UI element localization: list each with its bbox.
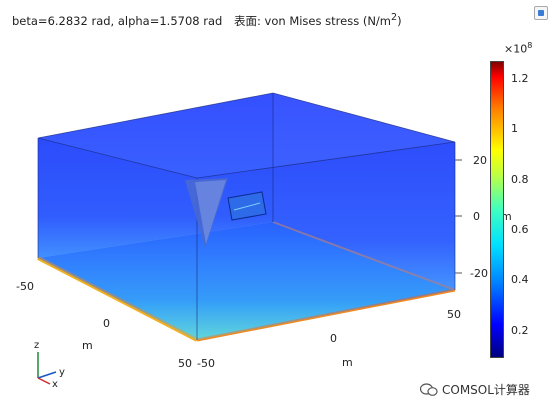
colorbar-tick-label: 1 [511, 122, 518, 136]
parameter-values: beta=6.2832 rad, alpha=1.5708 rad [12, 13, 223, 28]
y-axis: -50 0 50 m [197, 308, 461, 370]
cone-structure [185, 178, 228, 248]
front-left-wall [38, 138, 197, 340]
colorbar-tick-label: 0.4 [511, 273, 529, 287]
y-tick-label: 0 [330, 332, 337, 345]
colorbar-tick-label: 0.8 [511, 172, 529, 186]
colorbar-multiplier: ×108 [504, 41, 533, 56]
plot-quantity: 表面: von Mises stress (N/m2) [234, 12, 402, 28]
colorbar-tick-label: 0.6 [511, 222, 529, 236]
plot-title: beta=6.2832 rad, alpha=1.5708 rad 表面: vo… [12, 12, 402, 29]
x-tick-label: -50 [16, 280, 34, 293]
tunnel-axis [233, 202, 261, 211]
watermark-text: COMSOL计算器 [442, 383, 530, 397]
axis-triad-icon: z y x [34, 340, 65, 390]
maximize-icon[interactable] [534, 6, 548, 20]
quantity-unit-exponent: 2 [391, 12, 398, 23]
watermark: COMSOL计算器 [420, 381, 530, 398]
x-tick-label: 0 [103, 317, 110, 330]
x-axis-label: m [82, 339, 93, 352]
wechat-icon [420, 382, 438, 396]
y-tick-label: -50 [197, 357, 215, 370]
colorbar-tick-label: 1.2 [511, 71, 529, 85]
quantity-close: ) [397, 13, 402, 28]
z-axis: 20 0 -20 m [455, 154, 512, 280]
quantity-text: 表面: von Mises stress (N/m [234, 13, 392, 28]
z-tick-label: -20 [470, 267, 488, 280]
y-tick-label: 50 [447, 308, 461, 321]
y-axis-label: m [342, 356, 353, 369]
x-axis: -50 0 50 m [16, 280, 192, 370]
colorbar [490, 61, 504, 358]
front-right-wall [197, 142, 455, 340]
colorbar-tick-label: 0.2 [511, 323, 529, 337]
z-axis-label: m [501, 210, 512, 223]
triad-x-label: x [52, 379, 58, 390]
z-tick-label: 0 [473, 210, 480, 223]
triad-y-label: y [59, 367, 65, 378]
x-tick-label: 50 [178, 357, 192, 370]
z-tick-label: 20 [473, 154, 487, 167]
triad-z-label: z [34, 340, 39, 351]
cone-hatch [195, 180, 226, 244]
